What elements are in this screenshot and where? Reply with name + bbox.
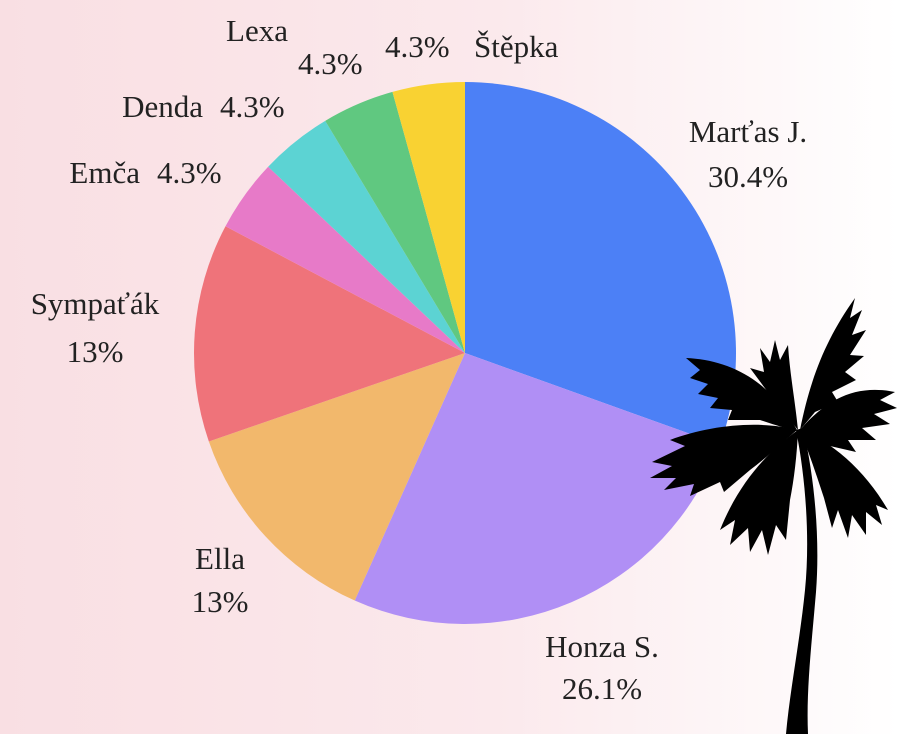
- slice-value: 4.3%: [298, 46, 363, 81]
- pie-slice: [465, 82, 736, 445]
- slice-name: Lexa: [226, 13, 288, 48]
- slice-value: 26.1%: [562, 671, 642, 706]
- slice-value: 4.3%: [385, 29, 450, 64]
- pie-slice: [208, 353, 465, 601]
- slice-value: 13%: [192, 584, 249, 619]
- slice-value: 4.3%: [220, 89, 285, 124]
- slice-value: 4.3%: [157, 155, 222, 190]
- pie-slice: [354, 353, 721, 624]
- pie-slice: [325, 91, 465, 353]
- slice-name: Ella: [195, 541, 245, 576]
- slice-name: Štěpka: [474, 29, 559, 64]
- slice-name: Honza S.: [545, 629, 659, 664]
- pie-slice: [225, 166, 465, 353]
- slice-value: 30.4%: [708, 159, 788, 194]
- pie-slice: [392, 82, 465, 353]
- palm-tree: [650, 298, 897, 734]
- slice-value: 13%: [67, 334, 124, 369]
- labels: Marťas J. 30.4% Honza S. 26.1% Ella 13% Sympať…: [31, 13, 807, 706]
- slice-name: Denda: [122, 89, 203, 124]
- slice-name: Marťas J.: [689, 114, 807, 149]
- slice-name: Emča: [69, 155, 140, 190]
- pie: [193, 82, 736, 624]
- pie-slice: [268, 120, 465, 354]
- pie-slice: [193, 226, 465, 442]
- slice-name: Sympaťák: [31, 286, 160, 321]
